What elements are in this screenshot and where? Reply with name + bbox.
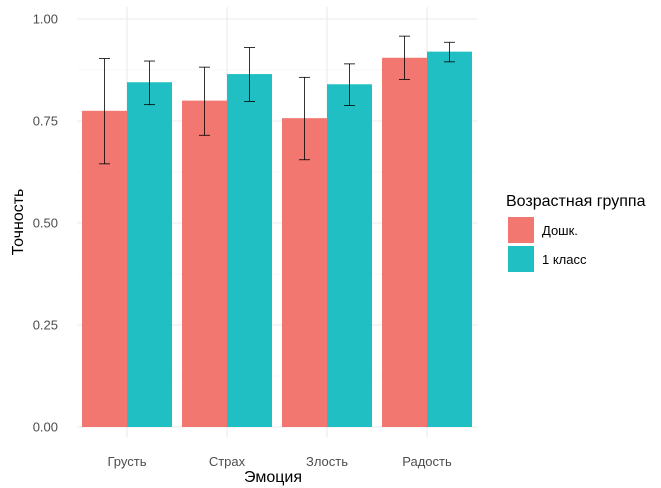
legend-label: Дошк. xyxy=(542,223,578,238)
bar-Злость-Дошк. xyxy=(282,118,327,428)
y-tick-label: 0.00 xyxy=(33,420,58,435)
y-axis-ticks: 0.00 0.25 0.50 0.75 1.00 xyxy=(33,12,58,435)
x-axis-ticks: Грусть Страх Злость Радость xyxy=(108,454,452,469)
y-tick-label: 0.25 xyxy=(33,318,58,333)
error-bar xyxy=(399,35,410,80)
y-tick-label: 1.00 xyxy=(33,12,58,27)
bar-Злость-1 класс xyxy=(327,84,372,427)
x-tick-label: Грусть xyxy=(108,454,147,469)
legend-title: Возрастная группа xyxy=(506,193,646,210)
y-tick-label: 0.75 xyxy=(33,114,58,129)
legend: Возрастная группа Дошк. 1 класс xyxy=(506,193,646,272)
error-bars xyxy=(99,35,455,165)
bar-Грусть-1 класс xyxy=(127,82,172,428)
bar-Радость-1 класс xyxy=(427,51,472,427)
bar-Страх-Дошк. xyxy=(182,100,227,427)
bar-Радость-Дошк. xyxy=(382,57,427,427)
x-tick-label: Злость xyxy=(306,454,348,469)
error-bar xyxy=(444,41,455,63)
y-tick-label: 0.50 xyxy=(33,216,58,231)
error-bar xyxy=(344,63,355,106)
y-axis-title: Точность xyxy=(10,189,27,256)
error-bar xyxy=(299,76,310,161)
error-bar xyxy=(99,58,110,165)
x-axis-title: Эмоция xyxy=(244,469,302,486)
legend-key xyxy=(508,246,534,272)
error-bar xyxy=(244,47,255,102)
x-tick-label: Страх xyxy=(209,454,246,469)
legend-label: 1 класс xyxy=(542,252,587,267)
legend-key xyxy=(508,217,534,243)
bar-Страх-1 класс xyxy=(227,74,272,427)
error-bar xyxy=(144,60,155,106)
bars xyxy=(82,51,472,428)
x-tick-label: Радость xyxy=(402,454,452,469)
error-bar xyxy=(199,66,210,136)
